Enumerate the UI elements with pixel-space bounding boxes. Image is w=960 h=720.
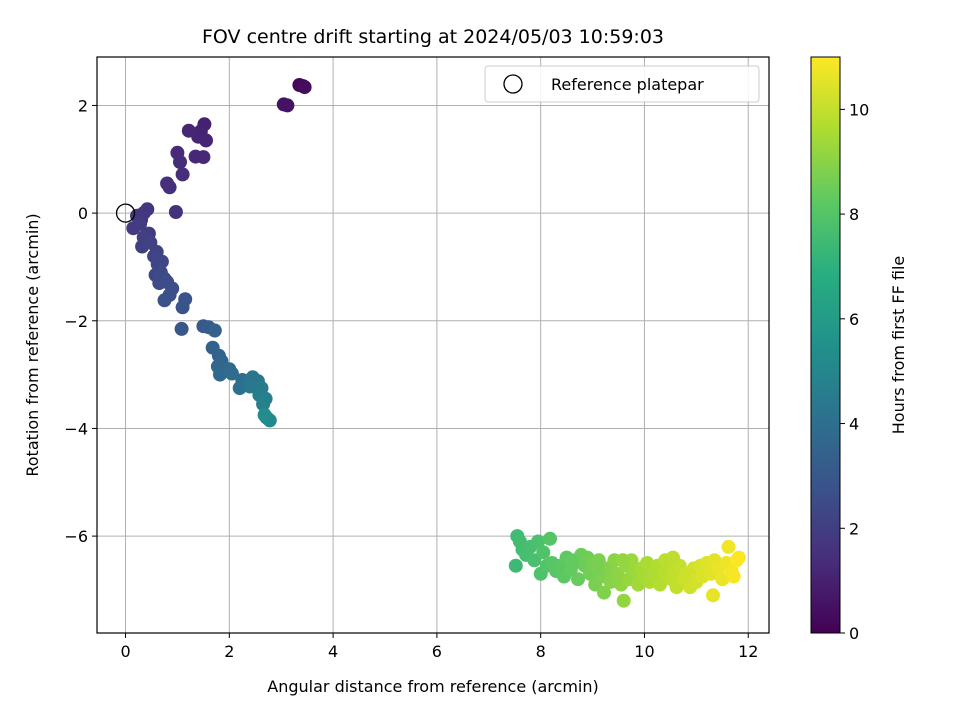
x-tick-label: 12	[738, 642, 758, 661]
colorbar-tick-label: 2	[849, 519, 859, 538]
data-point	[181, 123, 196, 138]
x-axis-label: Angular distance from reference (arcmin)	[267, 677, 598, 696]
data-point	[207, 323, 222, 338]
y-tick-label: 2	[78, 96, 88, 115]
data-point	[133, 216, 148, 231]
x-tick-label: 8	[536, 642, 546, 661]
data-point	[257, 408, 272, 422]
data-point	[543, 531, 557, 546]
y-tick-label: −2	[64, 312, 88, 331]
colorbar-tick-label: 4	[849, 415, 859, 434]
data-point	[162, 180, 177, 195]
data-point	[571, 572, 585, 587]
data-point	[297, 80, 312, 95]
colorbar-label: Hours from first FF file	[889, 256, 908, 435]
data-point	[706, 588, 720, 603]
data-point	[168, 205, 183, 219]
data-point	[615, 553, 630, 568]
data-point	[196, 150, 211, 165]
data-point	[199, 133, 213, 148]
legend-box	[484, 65, 760, 103]
data-point	[597, 585, 611, 600]
x-tick-label: 0	[120, 642, 130, 661]
y-tick-label: −6	[64, 527, 88, 546]
data-point	[715, 572, 730, 587]
grid	[97, 57, 769, 633]
plot-frame	[96, 56, 770, 634]
data-point	[175, 300, 190, 315]
data-point	[536, 545, 551, 560]
data-point	[653, 577, 667, 592]
data-point	[564, 553, 579, 568]
x-tick-label: 6	[432, 642, 442, 661]
y-axis-label: Rotation from reference (arcmin)	[23, 213, 42, 476]
data-point	[527, 553, 542, 568]
data-point	[280, 98, 295, 113]
data-point	[174, 321, 189, 336]
data-point	[154, 254, 169, 269]
colorbar: 0 2 4 6 8 10 Hours from first FF file	[810, 56, 908, 643]
x-tick-label: 4	[328, 642, 338, 661]
legend: Reference platepar	[484, 65, 760, 103]
data-point	[666, 550, 680, 565]
colorbar-gradient	[810, 56, 841, 634]
y-tick-label: 0	[78, 204, 88, 223]
data-point	[731, 550, 746, 565]
y-tick-label: −4	[64, 419, 88, 438]
colorbar-tick-label: 6	[849, 310, 859, 329]
data-point	[590, 561, 605, 576]
data-point	[508, 558, 523, 573]
colorbar-tick-label: 10	[849, 100, 869, 119]
data-points	[126, 78, 746, 608]
data-point	[721, 539, 736, 554]
data-point	[616, 593, 631, 608]
colorbar-tick-label: 8	[849, 205, 859, 224]
x-tick-label: 10	[634, 642, 654, 661]
data-point	[157, 293, 172, 308]
data-point	[610, 566, 625, 581]
data-point	[243, 379, 258, 394]
data-point	[726, 569, 741, 584]
chart-title: FOV centre drift starting at 2024/05/03 …	[202, 26, 664, 48]
colorbar-tick-label: 0	[849, 624, 859, 643]
data-point	[224, 366, 239, 381]
legend-marker-icon	[503, 74, 523, 94]
x-axis-ticks: 0 2 4 6 8 10 12	[120, 633, 758, 661]
x-tick-label: 2	[224, 642, 234, 661]
data-point	[531, 534, 546, 549]
colorbar-ticks: 0 2 4 6 8 10	[840, 100, 869, 643]
data-point	[175, 167, 190, 182]
reference-platepar-marker	[115, 203, 136, 223]
data-point	[256, 397, 271, 412]
legend-entry-reference: Reference platepar	[551, 75, 704, 94]
data-point	[173, 155, 187, 169]
reference-marker	[115, 203, 136, 223]
y-axis-ticks: 2 0 −2 −4 −6	[64, 96, 97, 546]
